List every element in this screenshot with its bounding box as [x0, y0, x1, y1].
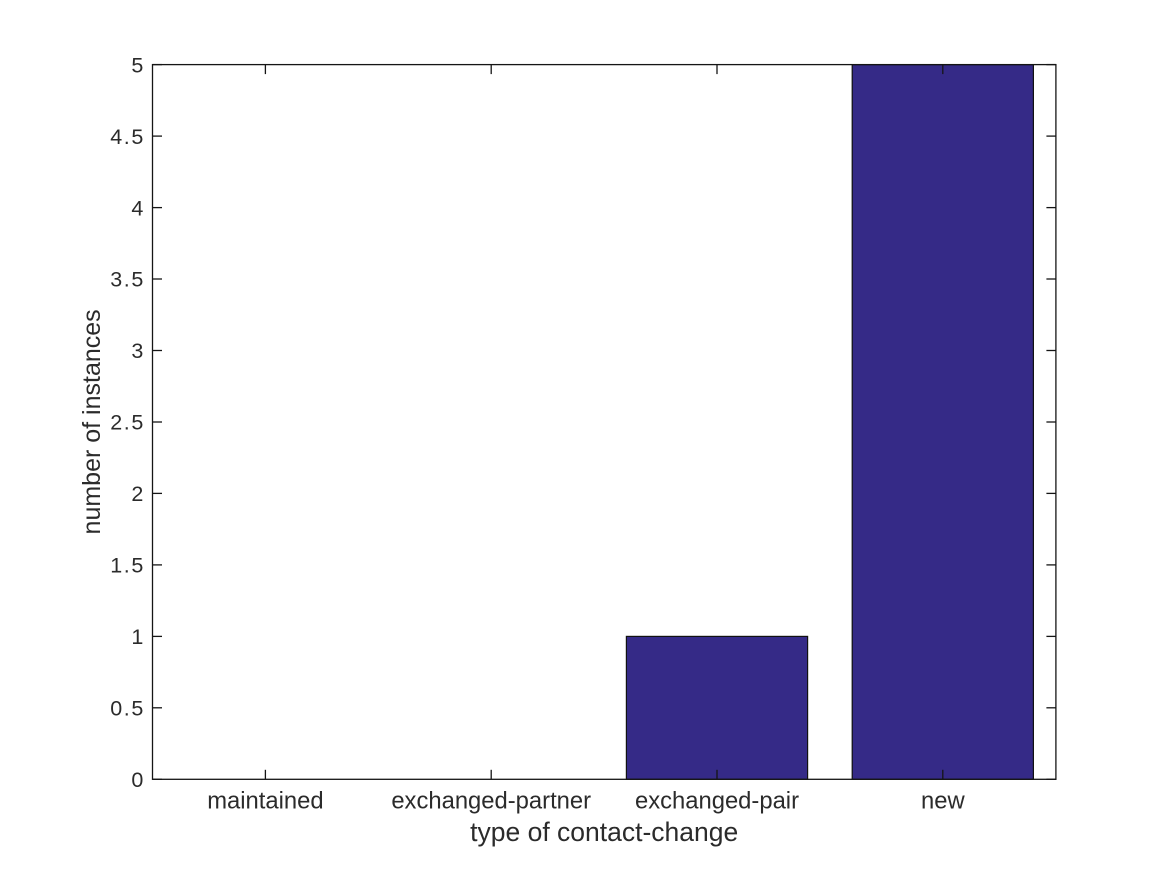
svg-text:5: 5 [131, 53, 143, 77]
svg-text:0: 0 [131, 768, 143, 792]
svg-text:maintained: maintained [207, 788, 323, 815]
svg-text:3.5: 3.5 [110, 268, 145, 292]
svg-text:2: 2 [131, 482, 143, 506]
svg-text:1.5: 1.5 [110, 554, 145, 578]
svg-text:new: new [921, 788, 965, 815]
svg-text:4.5: 4.5 [110, 125, 145, 149]
svg-text:0.5: 0.5 [110, 697, 145, 721]
svg-text:number of instances: number of instances [78, 309, 106, 534]
svg-text:4: 4 [131, 196, 143, 220]
svg-text:1: 1 [131, 625, 143, 649]
svg-text:2.5: 2.5 [110, 411, 145, 435]
svg-text:exchanged-pair: exchanged-pair [635, 788, 799, 815]
svg-text:3: 3 [131, 339, 143, 363]
svg-text:exchanged-partner: exchanged-partner [391, 788, 591, 815]
svg-text:type of contact-change: type of contact-change [470, 817, 738, 847]
